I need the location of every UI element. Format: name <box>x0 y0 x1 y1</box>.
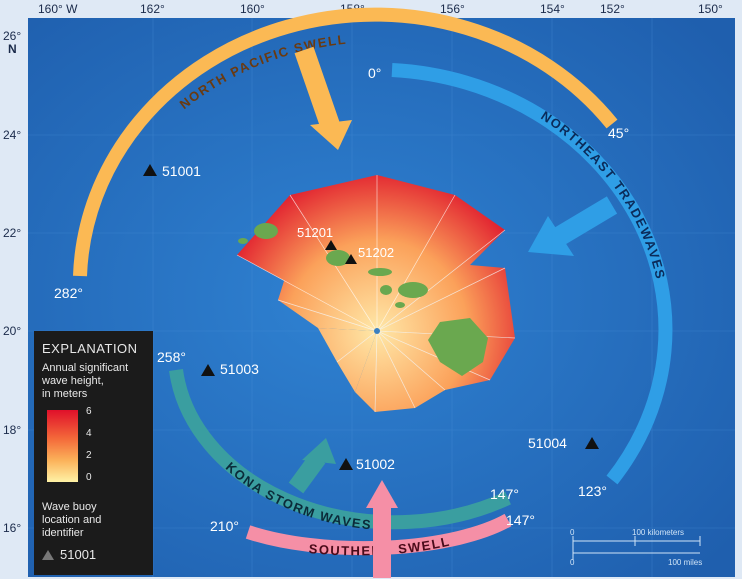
scale-zero-mi: 0 <box>570 558 575 567</box>
legend-buoy-id: 51001 <box>60 547 97 562</box>
island-kauai <box>254 223 278 239</box>
lat-tick: 22° <box>3 226 21 240</box>
legend-buoy-caption: Wave buoy location and identifier <box>42 501 101 540</box>
legend-subtitle-2: wave height, <box>42 375 104 387</box>
buoy-label: 51001 <box>162 163 201 179</box>
ramp-label: 2 <box>86 450 92 461</box>
legend-buoy-line: location and <box>42 514 102 526</box>
buoy-triangle-icon <box>42 549 54 560</box>
legend-buoy-line: identifier <box>42 527 84 539</box>
tradewaves-arc <box>391 63 673 485</box>
buoy-label: 51201 <box>297 225 333 240</box>
kona-storm-arc <box>169 369 511 530</box>
north-pacific-swell-arc <box>73 7 618 277</box>
lat-tick: 16° <box>3 521 21 535</box>
lon-tick: 160° <box>240 2 265 16</box>
scale-km-label: 100 kilometers <box>632 528 684 537</box>
bearing-123: 123° <box>578 483 607 499</box>
island-oahu <box>326 250 350 266</box>
legend-buoy-line: Wave buoy <box>42 501 97 513</box>
lon-tick: 152° <box>600 2 625 16</box>
buoy-label: 51002 <box>356 456 395 472</box>
buoy-marker <box>325 240 337 250</box>
buoy-marker <box>143 164 157 176</box>
hawaiian-islands <box>238 223 488 376</box>
north-swell-arrow-shaft <box>294 46 340 129</box>
scale-mi-label: 100 miles <box>668 558 702 567</box>
buoy-marker <box>201 364 215 376</box>
lon-tick: 156° <box>440 2 465 16</box>
scale-bar: 0 100 kilometers 0 100 miles <box>570 528 702 567</box>
lat-tick: 24° <box>3 128 21 142</box>
bearing-0: 0° <box>368 65 381 81</box>
bearing-258: 258° <box>157 349 186 365</box>
bearings: 0° 45° 282° 258° 147° 147° 210° 123° <box>54 65 629 534</box>
longitude-ticks: 160° W 162° 160° 158° 156° 154° 152° 150… <box>38 2 723 16</box>
kona-arrow-head <box>302 438 336 464</box>
lat-tick: 20° <box>3 324 21 338</box>
bearing-45: 45° <box>608 125 629 141</box>
island-molokai <box>368 268 392 276</box>
bearing-147-south: 147° <box>506 512 535 528</box>
north-swell-arrow-head <box>310 120 352 150</box>
island-lanai <box>380 285 392 295</box>
bearing-147-kona: 147° <box>490 486 519 502</box>
buoy-marker <box>345 254 357 264</box>
southern-arrow-head <box>366 480 398 508</box>
wave-height-rose <box>236 175 516 413</box>
island-kahoolawe <box>395 302 405 308</box>
legend-subtitle-3: in meters <box>42 388 88 400</box>
tradewaves-arrow-head <box>528 216 574 256</box>
kona-arrow-shaft <box>288 452 326 494</box>
scale-zero-km: 0 <box>570 528 575 537</box>
ramp-label: 4 <box>86 428 92 439</box>
buoy-label: 51004 <box>528 435 567 451</box>
wave-height-color-ramp <box>47 410 78 482</box>
legend-buoy-example: 51001 <box>42 547 96 562</box>
legend-subtitle-1: Annual significant <box>42 362 129 374</box>
bearing-282: 282° <box>54 285 83 301</box>
lon-tick: 150° <box>698 2 723 16</box>
ramp-label: 0 <box>86 472 92 483</box>
lon-tick: 154° <box>540 2 565 16</box>
legend-title: EXPLANATION <box>42 341 138 356</box>
lat-north: N <box>8 42 17 56</box>
bearing-210: 210° <box>210 518 239 534</box>
tradewaves-arrow-shaft <box>554 196 618 245</box>
buoy-label: 51202 <box>358 245 394 260</box>
lon-tick: 160° W <box>38 2 78 16</box>
legend: EXPLANATION Annual significant wave heig… <box>34 331 153 575</box>
lat-tick: 18° <box>3 423 21 437</box>
buoy-marker <box>339 458 353 470</box>
island-niihau <box>238 238 248 244</box>
buoy-marker <box>585 437 599 449</box>
lon-tick: 162° <box>140 2 165 16</box>
island-hawaii <box>428 318 488 376</box>
buoy-label: 51003 <box>220 361 259 377</box>
island-maui <box>398 282 428 298</box>
latitude-ticks: 26° N 24° 22° 20° 18° 16° <box>3 29 21 535</box>
ramp-label: 6 <box>86 406 92 417</box>
buoys: 51001 51201 51202 51003 51002 51004 <box>143 163 599 472</box>
lat-tick: 26° <box>3 29 21 43</box>
